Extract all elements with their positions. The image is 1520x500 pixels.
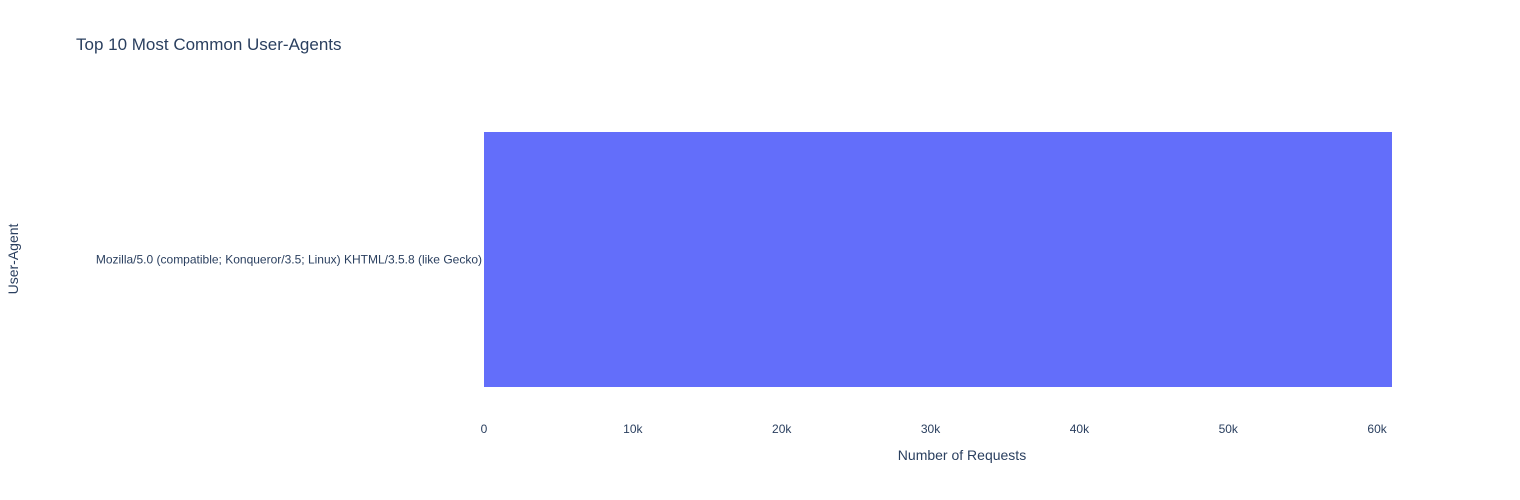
y-category-label-0: Mozilla/5.0 (compatible; Konqueror/3.5; … <box>96 253 482 267</box>
x-tick-label-4: 40k <box>1070 422 1090 436</box>
x-tick-label-6: 60k <box>1367 422 1387 436</box>
x-axis-title: Number of Requests <box>898 447 1026 463</box>
x-axis: 0 10k 20k 30k 40k 50k 60k <box>481 422 1388 436</box>
bar-0[interactable] <box>484 132 1392 387</box>
plot-area: Mozilla/5.0 (compatible; Konqueror/3.5; … <box>96 132 1392 387</box>
chart-title: Top 10 Most Common User-Agents <box>76 35 342 54</box>
x-tick-label-2: 20k <box>772 422 792 436</box>
y-axis-title: User-Agent <box>5 223 21 294</box>
x-tick-label-1: 10k <box>623 422 643 436</box>
x-tick-label-3: 30k <box>921 422 941 436</box>
x-tick-label-0: 0 <box>481 422 488 436</box>
x-tick-label-5: 50k <box>1219 422 1239 436</box>
